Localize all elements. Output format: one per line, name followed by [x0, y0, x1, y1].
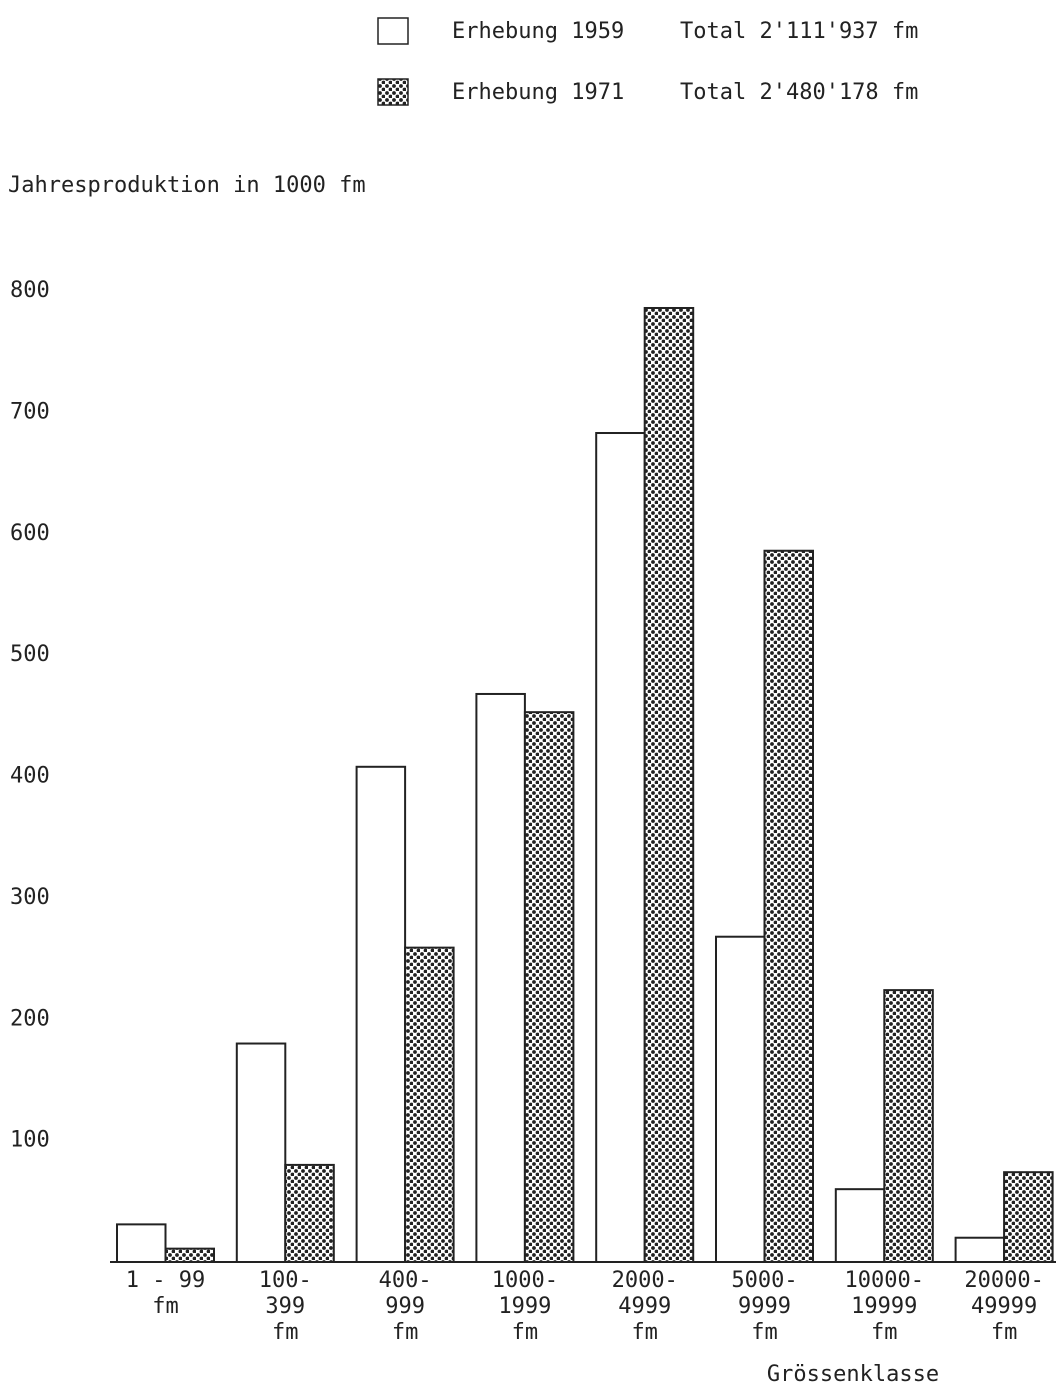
bar: [164, 1247, 215, 1264]
x-tick-label: 100-: [259, 1268, 312, 1293]
x-tick-label: 10000-: [845, 1268, 924, 1293]
x-tick-label: fm: [631, 1320, 658, 1345]
y-tick-label: 600: [10, 521, 50, 546]
x-tick-label: fm: [152, 1294, 179, 1319]
x-tick-label: 5000-: [731, 1268, 797, 1293]
x-tick-label: 20000-: [964, 1268, 1043, 1293]
y-tick-label: 100: [10, 1128, 50, 1153]
x-tick-label: 2000-: [612, 1268, 678, 1293]
x-tick-label: 1 - 99: [126, 1268, 205, 1293]
x-tick-label: 9999: [738, 1294, 791, 1319]
bar: [355, 765, 407, 1263]
legend-swatch: [377, 17, 409, 45]
bar: [235, 1042, 287, 1264]
bar: [284, 1163, 335, 1264]
x-tick-label: fm: [392, 1320, 419, 1345]
y-tick-label: 500: [10, 642, 50, 667]
bar: [715, 935, 766, 1264]
x-tick-label: 399: [265, 1294, 305, 1319]
x-tick-label: 19999: [851, 1294, 917, 1319]
bar: [883, 989, 934, 1263]
legend-note: Total 2'480'178 fm: [680, 80, 918, 105]
bar: [643, 306, 695, 1263]
bar: [404, 946, 455, 1263]
x-tick-label: 4999: [618, 1294, 671, 1319]
legend-label: Erhebung 1971: [452, 80, 624, 105]
bar: [475, 692, 526, 1263]
bar: [763, 549, 814, 1263]
x-tick-label: fm: [512, 1320, 539, 1345]
y-tick-label: 300: [10, 885, 50, 910]
bar: [523, 711, 575, 1263]
x-tick-label: fm: [991, 1320, 1018, 1345]
y-tick-label: 700: [10, 399, 50, 424]
bar: [834, 1188, 886, 1264]
legend-swatch: [377, 78, 409, 106]
x-tick-label: 49999: [971, 1294, 1037, 1319]
x-tick-label: fm: [751, 1320, 778, 1345]
y-tick-label: 200: [10, 1006, 50, 1031]
bar: [954, 1236, 1006, 1263]
bar: [1003, 1171, 1054, 1263]
x-tick-label: 1999: [498, 1294, 551, 1319]
bar: [116, 1223, 167, 1264]
x-tick-label: fm: [272, 1320, 299, 1345]
x-tick-label: 1000-: [492, 1268, 558, 1293]
x-tick-label: 400-: [379, 1268, 432, 1293]
y-tick-label: 400: [10, 764, 50, 789]
x-tick-label: 999: [385, 1294, 425, 1319]
y-tick-label: 800: [10, 278, 50, 303]
y-axis-title: Jahresproduktion in 1000 fm: [8, 173, 366, 198]
x-axis-title: Grössenklasse: [767, 1362, 939, 1387]
x-tick-label: fm: [871, 1320, 898, 1345]
legend-note: Total 2'111'937 fm: [680, 19, 918, 44]
bar: [595, 432, 646, 1264]
legend-label: Erhebung 1959: [452, 19, 624, 44]
